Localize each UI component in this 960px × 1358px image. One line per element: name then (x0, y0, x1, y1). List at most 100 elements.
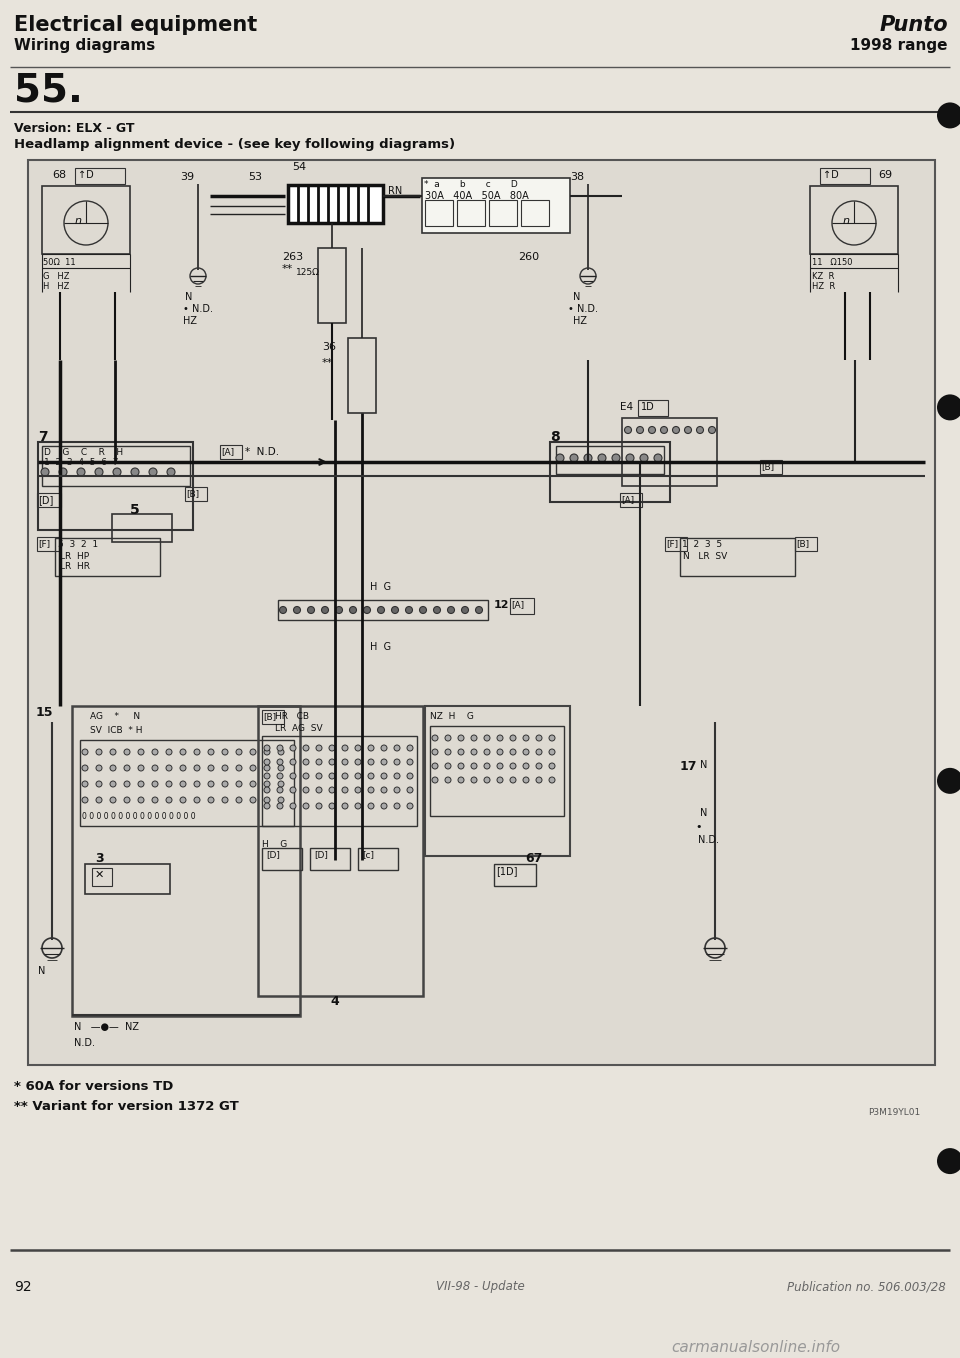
Text: E4: E4 (620, 402, 634, 411)
Circle shape (549, 735, 555, 741)
Text: 38: 38 (570, 172, 584, 182)
Circle shape (407, 759, 413, 765)
Circle shape (166, 765, 172, 771)
Bar (42, 445, 190, 486)
Text: 7: 7 (38, 430, 48, 444)
Text: KZ  R: KZ R (812, 272, 834, 281)
Text: 53: 53 (248, 172, 262, 182)
Circle shape (536, 763, 542, 769)
Text: Version: ELX - GT: Version: ELX - GT (14, 122, 134, 134)
Text: [F]: [F] (38, 539, 50, 549)
Circle shape (95, 469, 103, 477)
Circle shape (536, 777, 542, 784)
Circle shape (250, 765, 256, 771)
Bar (620, 493, 642, 507)
Circle shape (625, 426, 632, 433)
Circle shape (497, 750, 503, 755)
Circle shape (937, 1148, 960, 1175)
Circle shape (355, 759, 361, 765)
Circle shape (673, 426, 680, 433)
Text: N.D.: N.D. (74, 1038, 95, 1048)
Text: [D]: [D] (38, 496, 54, 505)
Bar (348, 338, 376, 413)
Bar (92, 868, 112, 885)
Circle shape (407, 788, 413, 793)
Circle shape (342, 788, 348, 793)
Circle shape (290, 746, 296, 751)
Text: • N.D.: • N.D. (183, 304, 213, 314)
Circle shape (222, 797, 228, 803)
Circle shape (277, 746, 283, 751)
Circle shape (445, 777, 451, 784)
Text: NZ  H    G: NZ H G (430, 712, 474, 721)
Circle shape (497, 763, 503, 769)
Circle shape (208, 781, 214, 788)
Text: Publication no. 506.003/28: Publication no. 506.003/28 (787, 1281, 946, 1293)
Text: D    G    C    R    H: D G C R H (44, 448, 123, 458)
Text: n: n (843, 216, 850, 225)
Circle shape (152, 797, 158, 803)
Circle shape (124, 781, 130, 788)
Bar (262, 847, 302, 870)
Circle shape (355, 773, 361, 779)
Circle shape (96, 750, 102, 755)
Circle shape (303, 788, 309, 793)
Text: N: N (38, 966, 45, 976)
Circle shape (405, 607, 413, 614)
Text: 50Ω  11: 50Ω 11 (43, 258, 76, 268)
Circle shape (124, 765, 130, 771)
Circle shape (471, 763, 477, 769)
Bar (425, 200, 453, 225)
Text: 0 0 0 0 0 0 0 0 0 0 0 0 0 0 0 0: 0 0 0 0 0 0 0 0 0 0 0 0 0 0 0 0 (82, 812, 196, 822)
Text: H    G: H G (262, 841, 287, 849)
Bar (37, 493, 61, 507)
Bar (638, 401, 668, 416)
Bar (310, 847, 350, 870)
Circle shape (316, 773, 322, 779)
Circle shape (445, 735, 451, 741)
Bar (430, 727, 564, 816)
Circle shape (377, 607, 385, 614)
Circle shape (290, 788, 296, 793)
Circle shape (484, 750, 490, 755)
Text: 69: 69 (878, 170, 892, 181)
Circle shape (536, 750, 542, 755)
Circle shape (167, 469, 175, 477)
Circle shape (523, 750, 529, 755)
Circle shape (549, 763, 555, 769)
Bar (665, 536, 687, 551)
Text: H   HZ: H HZ (43, 282, 69, 291)
Text: ↑D: ↑D (823, 170, 839, 181)
Circle shape (307, 607, 315, 614)
Circle shape (510, 735, 516, 741)
Circle shape (149, 469, 157, 477)
Circle shape (497, 777, 503, 784)
Circle shape (152, 765, 158, 771)
Text: •: • (695, 822, 702, 832)
Circle shape (208, 765, 214, 771)
Circle shape (194, 765, 200, 771)
Circle shape (394, 759, 400, 765)
Circle shape (138, 797, 144, 803)
Bar (80, 740, 294, 826)
Text: [D]: [D] (266, 850, 280, 860)
Text: 1  2  3  5: 1 2 3 5 (682, 540, 722, 549)
Text: n: n (75, 216, 82, 225)
Circle shape (510, 763, 516, 769)
Circle shape (458, 750, 464, 755)
Circle shape (697, 426, 704, 433)
Circle shape (654, 454, 662, 462)
Circle shape (484, 735, 490, 741)
Circle shape (194, 781, 200, 788)
Bar (185, 488, 207, 501)
Circle shape (523, 735, 529, 741)
Text: 5  3  2  1: 5 3 2 1 (58, 540, 98, 549)
Circle shape (110, 797, 116, 803)
Circle shape (264, 788, 270, 793)
Text: [1D]: [1D] (496, 866, 517, 876)
Circle shape (536, 735, 542, 741)
Circle shape (368, 788, 374, 793)
Text: ** Variant for version 1372 GT: ** Variant for version 1372 GT (14, 1100, 239, 1114)
Circle shape (264, 803, 270, 809)
Circle shape (316, 746, 322, 751)
